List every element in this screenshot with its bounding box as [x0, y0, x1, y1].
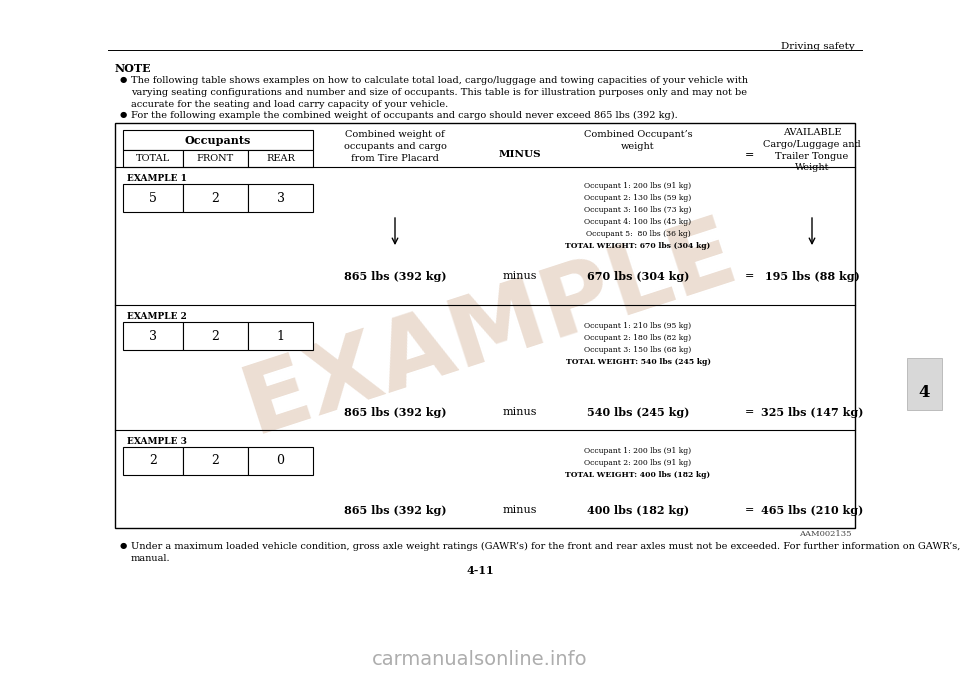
Text: 2: 2: [211, 454, 220, 468]
Text: 195 lbs (88 kg): 195 lbs (88 kg): [764, 271, 859, 281]
Text: 2: 2: [211, 330, 220, 342]
Text: 3: 3: [276, 191, 284, 205]
Text: TOTAL WEIGHT: 670 lbs (304 kg): TOTAL WEIGHT: 670 lbs (304 kg): [565, 242, 710, 250]
Text: AAM002135: AAM002135: [800, 530, 852, 538]
Text: TOTAL WEIGHT: 540 lbs (245 kg): TOTAL WEIGHT: 540 lbs (245 kg): [565, 358, 710, 366]
Text: 4-11: 4-11: [467, 565, 493, 576]
Text: 0: 0: [276, 454, 284, 468]
Text: Driving safety: Driving safety: [781, 42, 855, 51]
Text: 400 lbs (182 kg): 400 lbs (182 kg): [587, 504, 689, 515]
Text: 1: 1: [276, 330, 284, 342]
Text: Occupants: Occupants: [185, 134, 252, 146]
Text: Occupant 2: 180 lbs (82 kg): Occupant 2: 180 lbs (82 kg): [585, 334, 691, 342]
Text: =: =: [745, 271, 755, 281]
Text: 465 lbs (210 kg): 465 lbs (210 kg): [761, 504, 863, 515]
Bar: [248, 150, 313, 167]
Text: AVAILABLE
Cargo/Luggage and
Trailer Tongue
Weight: AVAILABLE Cargo/Luggage and Trailer Tong…: [763, 128, 861, 172]
Text: FRONT: FRONT: [197, 154, 234, 163]
Bar: [907, 358, 942, 410]
Text: ●: ●: [120, 76, 128, 84]
Text: For the following example the combined weight of occupants and cargo should neve: For the following example the combined w…: [131, 111, 678, 120]
Bar: [123, 150, 183, 167]
Bar: [115, 123, 855, 528]
Text: The following table shows examples on how to calculate total load, cargo/luggage: The following table shows examples on ho…: [131, 76, 748, 108]
Text: Occupant 3: 150 lbs (68 kg): Occupant 3: 150 lbs (68 kg): [585, 346, 691, 354]
Bar: [123, 184, 183, 212]
Text: Under a maximum loaded vehicle condition, gross axle weight ratings (GAWR’s) for: Under a maximum loaded vehicle condition…: [131, 542, 960, 563]
Text: REAR: REAR: [266, 154, 295, 163]
Text: =: =: [745, 505, 755, 515]
Bar: [123, 322, 183, 350]
Text: Occupant 1: 200 lbs (91 kg): Occupant 1: 200 lbs (91 kg): [585, 447, 691, 455]
Text: EXAMPLE 2: EXAMPLE 2: [127, 312, 187, 321]
Text: ●: ●: [120, 542, 128, 550]
Text: 4: 4: [919, 384, 929, 401]
Text: TOTAL: TOTAL: [136, 154, 170, 163]
Text: Occupant 3: 160 lbs (73 kg): Occupant 3: 160 lbs (73 kg): [585, 206, 692, 214]
Text: 5: 5: [149, 191, 156, 205]
Text: EXAMPLE: EXAMPLE: [231, 207, 748, 454]
Text: 2: 2: [149, 454, 156, 468]
Text: Occupant 4: 100 lbs (45 kg): Occupant 4: 100 lbs (45 kg): [585, 218, 691, 226]
Text: 540 lbs (245 kg): 540 lbs (245 kg): [587, 407, 689, 418]
Bar: [183, 150, 248, 167]
Bar: [248, 184, 313, 212]
Text: 2: 2: [211, 191, 220, 205]
Text: NOTE: NOTE: [115, 63, 152, 74]
Text: minus: minus: [503, 407, 538, 417]
Text: EXAMPLE 1: EXAMPLE 1: [127, 174, 187, 183]
Text: 865 lbs (392 kg): 865 lbs (392 kg): [344, 271, 446, 281]
Bar: [123, 447, 183, 475]
Text: =: =: [745, 407, 755, 417]
Text: ●: ●: [120, 111, 128, 119]
Text: =: =: [745, 150, 755, 160]
Text: EXAMPLE 3: EXAMPLE 3: [127, 437, 187, 446]
Text: Occupant 2: 200 lbs (91 kg): Occupant 2: 200 lbs (91 kg): [585, 459, 691, 467]
Bar: [183, 322, 248, 350]
Text: 865 lbs (392 kg): 865 lbs (392 kg): [344, 407, 446, 418]
Bar: [123, 130, 313, 150]
Bar: [183, 184, 248, 212]
Text: 325 lbs (147 kg): 325 lbs (147 kg): [761, 407, 863, 418]
Text: Occupant 5:  80 lbs (36 kg): Occupant 5: 80 lbs (36 kg): [586, 230, 690, 238]
Text: Combined weight of
occupants and cargo
from Tire Placard: Combined weight of occupants and cargo f…: [344, 130, 446, 163]
Text: MINUS: MINUS: [498, 150, 541, 159]
Text: Occupant 1: 200 lbs (91 kg): Occupant 1: 200 lbs (91 kg): [585, 182, 691, 190]
Text: TOTAL WEIGHT: 400 lbs (182 kg): TOTAL WEIGHT: 400 lbs (182 kg): [565, 471, 710, 479]
Bar: [183, 447, 248, 475]
Text: Combined Occupant’s
weight: Combined Occupant’s weight: [584, 130, 692, 151]
Text: carmanualsonline.info: carmanualsonline.info: [372, 650, 588, 669]
Text: minus: minus: [503, 505, 538, 515]
Text: 670 lbs (304 kg): 670 lbs (304 kg): [587, 271, 689, 281]
Text: Occupant 1: 210 lbs (95 kg): Occupant 1: 210 lbs (95 kg): [585, 322, 691, 330]
Text: minus: minus: [503, 271, 538, 281]
Text: 3: 3: [149, 330, 157, 342]
Bar: [248, 322, 313, 350]
Text: 865 lbs (392 kg): 865 lbs (392 kg): [344, 504, 446, 515]
Text: Occupant 2: 130 lbs (59 kg): Occupant 2: 130 lbs (59 kg): [585, 194, 691, 202]
Bar: [248, 447, 313, 475]
